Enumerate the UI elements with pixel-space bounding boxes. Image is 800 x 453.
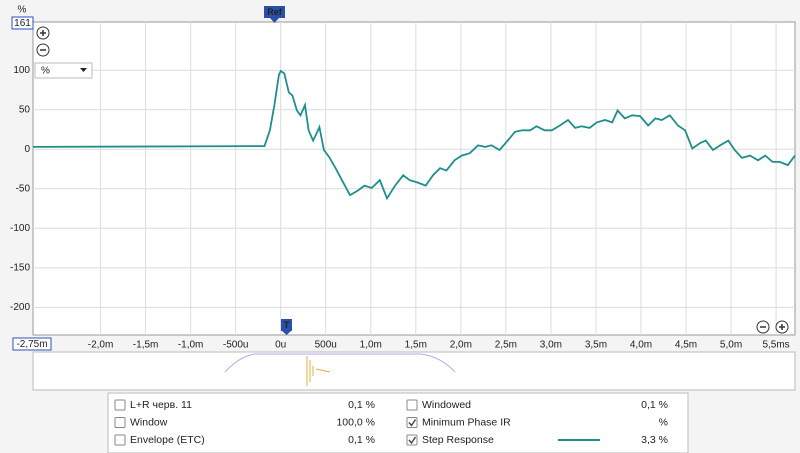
y-tick-label: -100 (10, 223, 30, 234)
x-tick-label: 3,5m (585, 340, 607, 351)
x-zoom-in[interactable] (775, 320, 789, 334)
t-marker[interactable] (281, 319, 292, 335)
step-response-line (32, 69, 796, 201)
grid (33, 22, 795, 335)
x-tick-label: 4,0m (630, 340, 652, 351)
trace-name: Step Response (422, 434, 494, 446)
zoom-in[interactable] (36, 26, 50, 40)
x-start-value[interactable]: -2,75m (16, 339, 47, 350)
x-tick-label: 2,0m (450, 340, 472, 351)
x-tick-label: -1,0m (178, 340, 204, 351)
plot (32, 69, 796, 201)
trace-value: 0,1 % (348, 399, 375, 411)
legend-panel (107, 392, 689, 453)
unit-dropdown[interactable] (34, 62, 93, 79)
y-top-box[interactable] (11, 16, 34, 30)
plot-area (32, 21, 796, 336)
x-tick-label: 5,5ms (762, 340, 789, 351)
trace-name: Minimum Phase IR (422, 416, 511, 428)
x-zoom-out[interactable] (756, 320, 770, 334)
x-start-box[interactable] (12, 337, 52, 351)
x-tick-label: 3,0m (540, 340, 562, 351)
x-tick-label: 0u (275, 340, 286, 351)
trace-value: 0,1 % (348, 434, 375, 446)
trace-name: Envelope (ETC) (130, 434, 205, 446)
x-tick-label: -1,5m (133, 340, 159, 351)
x-tick-label: 1,0m (360, 340, 382, 351)
zoom-out[interactable] (36, 43, 50, 57)
y-tick-label: 50 (19, 104, 31, 115)
ref-label[interactable]: Ref (267, 7, 283, 17)
checkbox[interactable] (114, 417, 126, 428)
y-tick-label: 100 (13, 65, 30, 76)
checkbox[interactable] (114, 399, 126, 411)
x-tick-label: 4,5m (675, 340, 697, 351)
trace-name: Window (130, 416, 168, 428)
trace-name: Windowed (422, 399, 471, 411)
legend: L+R черв. 11 0,1 % Window 100,0 % Envelope (… (114, 399, 668, 446)
trace-value: % (659, 416, 668, 428)
x-tick-label: -2,0m (88, 340, 114, 351)
y-tick-label: -150 (10, 262, 30, 273)
x-tick-label: -500u (223, 340, 249, 351)
trace-value: 100,0 % (336, 416, 375, 428)
checkbox[interactable] (114, 434, 126, 446)
t-label[interactable]: T (284, 320, 290, 330)
checkbox[interactable] (406, 399, 418, 411)
x-tick-label: 500u (315, 340, 337, 351)
y-tick-label: 0 (24, 144, 30, 155)
x-tick-label: 2,5m (495, 340, 517, 351)
x-tick-label: 5,0m (720, 340, 742, 351)
y-top-value[interactable]: 161 (14, 18, 31, 29)
trace-name: L+R черв. 11 (130, 399, 192, 411)
trace-value: 0,1 % (641, 399, 668, 411)
check-mark (408, 419, 417, 427)
y-tick-label: -200 (10, 302, 30, 313)
check-mark (408, 436, 417, 445)
y-unit: % (18, 5, 27, 16)
trace-value: 3,3 % (641, 434, 668, 446)
ref-marker[interactable] (264, 6, 285, 23)
overview (32, 351, 796, 391)
unit-select[interactable]: % (41, 66, 50, 77)
x-tick-label: 1,5m (405, 340, 427, 351)
y-tick-label: -50 (16, 183, 31, 194)
